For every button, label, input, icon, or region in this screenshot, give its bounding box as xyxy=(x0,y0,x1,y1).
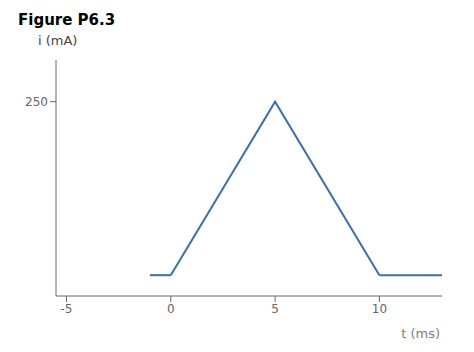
html-text:Figure P6.3: Figure P6.3 xyxy=(18,11,116,29)
svg-text:5: 5 xyxy=(271,302,279,316)
svg-text:0: 0 xyxy=(167,302,175,316)
svg-text:250: 250 xyxy=(25,95,48,109)
svg-text:t (ms): t (ms) xyxy=(401,326,440,341)
html-text:i (mA): i (mA) xyxy=(38,33,78,48)
svg-text:-5: -5 xyxy=(60,302,72,316)
svg-text:10: 10 xyxy=(372,302,387,316)
